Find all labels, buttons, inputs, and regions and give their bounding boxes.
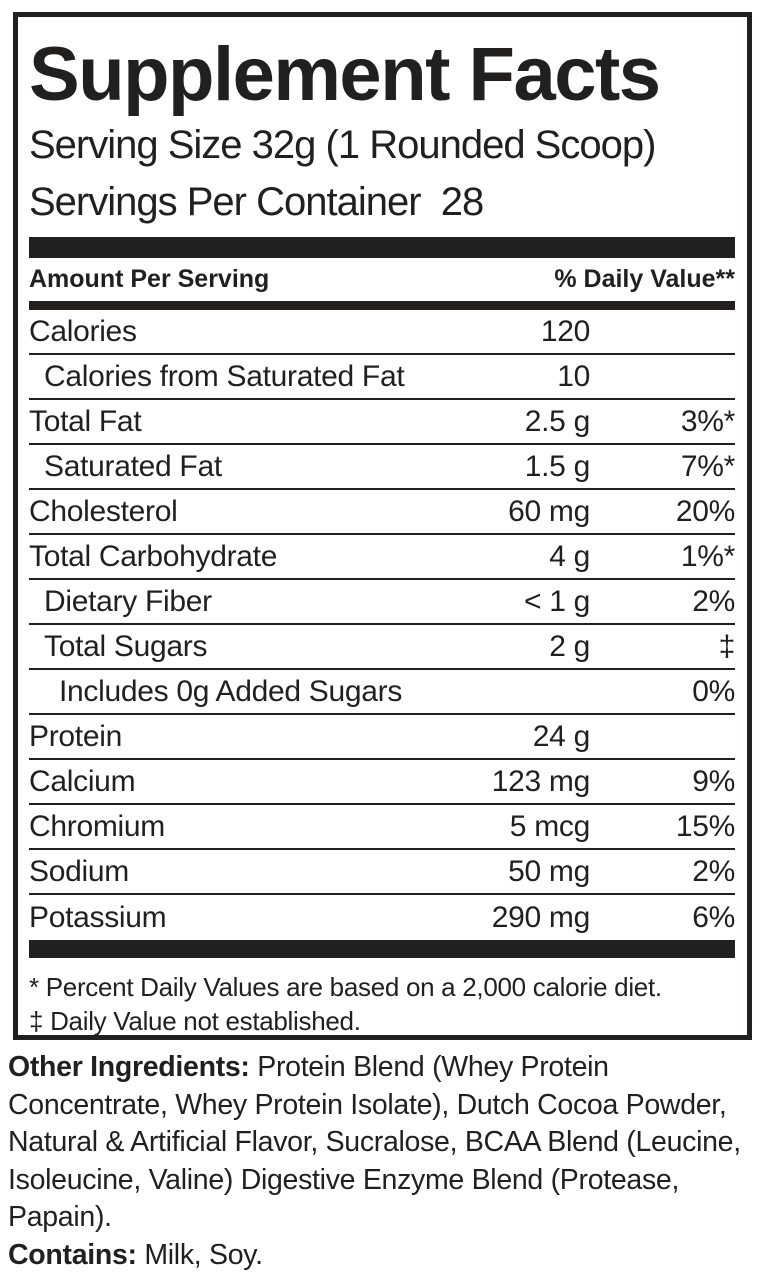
table-row-cholesterol: Cholesterol 60 mg 20% bbox=[29, 490, 735, 535]
nutrient-name: Saturated Fat bbox=[29, 450, 470, 484]
nutrient-daily-value: 7%* bbox=[590, 450, 735, 484]
panel-title: Supplement Facts bbox=[29, 37, 735, 113]
contains-text: Milk, Soy. bbox=[137, 1239, 263, 1271]
other-ingredients-heading: Other Ingredients: bbox=[8, 1051, 250, 1083]
nutrient-amount: 4 g bbox=[470, 540, 590, 574]
nutrient-daily-value: 2% bbox=[590, 585, 735, 619]
table-row-calories-from-saturated-fat: Calories from Saturated Fat 10 bbox=[29, 355, 735, 400]
daily-value-header: % Daily Value** bbox=[554, 265, 735, 294]
nutrient-amount: 2.5 g bbox=[470, 405, 590, 439]
supplement-facts-panel: Supplement Facts Serving Size 32g (1 Rou… bbox=[13, 12, 752, 1040]
table-row-added-sugars: Includes 0g Added Sugars 0% bbox=[29, 670, 735, 715]
nutrient-amount: 10 bbox=[470, 360, 590, 394]
nutrient-amount: 24 g bbox=[470, 720, 590, 754]
amount-per-serving-header: Amount Per Serving bbox=[29, 265, 269, 294]
ingredients-section: Other Ingredients: Protein Blend (Whey P… bbox=[8, 1049, 758, 1274]
thick-divider-bar-bottom bbox=[29, 940, 735, 958]
nutrient-name: Cholesterol bbox=[29, 495, 470, 529]
serving-size-line: Serving Size 32g (1 Rounded Scoop) bbox=[29, 120, 735, 170]
contains-heading: Contains: bbox=[8, 1239, 137, 1271]
nutrient-daily-value: 15% bbox=[590, 810, 735, 844]
nutrient-name: Total Fat bbox=[29, 405, 470, 439]
table-row-protein: Protein 24 g bbox=[29, 715, 735, 760]
thick-divider-bar-top bbox=[29, 237, 735, 258]
thin-divider-bar bbox=[29, 301, 735, 310]
nutrient-table: Calories 120 Calories from Saturated Fat… bbox=[29, 310, 735, 940]
table-row-potassium: Potassium 290 mg 6% bbox=[29, 895, 735, 940]
table-row-calcium: Calcium 123 mg 9% bbox=[29, 760, 735, 805]
table-row-saturated-fat: Saturated Fat 1.5 g 7%* bbox=[29, 445, 735, 490]
nutrient-amount: 50 mg bbox=[470, 855, 590, 889]
nutrient-name: Calcium bbox=[29, 765, 470, 799]
nutrient-amount: 60 mg bbox=[470, 495, 590, 529]
footnote-daily-values: * Percent Daily Values are based on a 2,… bbox=[29, 970, 735, 1004]
nutrient-amount: 123 mg bbox=[470, 765, 590, 799]
contains-statement: Contains: Milk, Soy. bbox=[8, 1237, 758, 1274]
nutrient-amount: 5 mcg bbox=[470, 810, 590, 844]
footnote-not-established: ‡ Daily Value not established. bbox=[29, 1004, 735, 1038]
nutrient-name: Includes 0g Added Sugars bbox=[29, 675, 470, 709]
table-row-total-sugars: Total Sugars 2 g ‡ bbox=[29, 625, 735, 670]
table-row-total-carbohydrate: Total Carbohydrate 4 g 1%* bbox=[29, 535, 735, 580]
nutrient-name: Calories bbox=[29, 315, 470, 349]
nutrient-daily-value: 20% bbox=[590, 495, 735, 529]
table-row-sodium: Sodium 50 mg 2% bbox=[29, 850, 735, 895]
nutrient-amount: 1.5 g bbox=[470, 450, 590, 484]
table-row-chromium: Chromium 5 mcg 15% bbox=[29, 805, 735, 850]
table-row-calories: Calories 120 bbox=[29, 310, 735, 355]
nutrient-amount: 290 mg bbox=[470, 901, 590, 935]
servings-per-container-line: Servings Per Container 28 bbox=[29, 177, 735, 227]
nutrient-daily-value: 2% bbox=[590, 855, 735, 889]
nutrient-name: Potassium bbox=[29, 901, 470, 935]
nutrient-name: Protein bbox=[29, 720, 470, 754]
table-header-row: Amount Per Serving % Daily Value** bbox=[29, 258, 735, 301]
nutrient-daily-value: 1%* bbox=[590, 540, 735, 574]
nutrient-daily-value: 3%* bbox=[590, 405, 735, 439]
nutrient-daily-value: 9% bbox=[590, 765, 735, 799]
nutrient-amount: 120 bbox=[470, 315, 590, 349]
table-row-dietary-fiber: Dietary Fiber < 1 g 2% bbox=[29, 580, 735, 625]
nutrient-name: Total Carbohydrate bbox=[29, 540, 470, 574]
nutrient-name: Total Sugars bbox=[29, 630, 470, 664]
nutrient-name: Chromium bbox=[29, 810, 470, 844]
nutrient-name: Dietary Fiber bbox=[29, 585, 470, 619]
nutrient-name: Calories from Saturated Fat bbox=[29, 360, 470, 394]
nutrient-daily-value: 6% bbox=[590, 901, 735, 935]
nutrient-daily-value: 0% bbox=[590, 675, 735, 709]
footnotes: * Percent Daily Values are based on a 2,… bbox=[29, 958, 735, 1038]
nutrient-daily-value: ‡ bbox=[590, 630, 735, 664]
other-ingredients-paragraph: Other Ingredients: Protein Blend (Whey P… bbox=[8, 1049, 758, 1237]
nutrient-amount: < 1 g bbox=[470, 585, 590, 619]
nutrient-name: Sodium bbox=[29, 855, 470, 889]
nutrient-amount: 2 g bbox=[470, 630, 590, 664]
table-row-total-fat: Total Fat 2.5 g 3%* bbox=[29, 400, 735, 445]
